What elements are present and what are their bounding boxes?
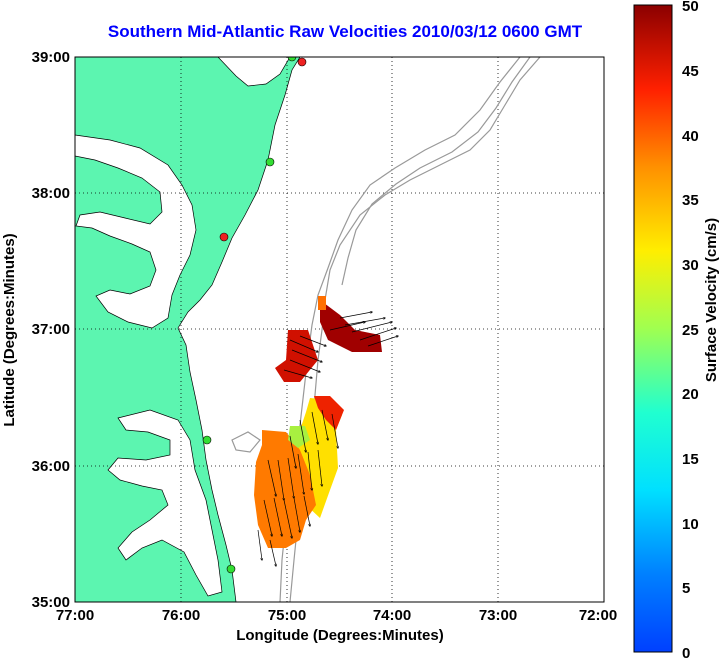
colorbar: [633, 4, 673, 653]
station-marker: [219, 232, 229, 242]
station-marker: [265, 157, 275, 167]
colorbar-tick: 0: [682, 645, 690, 659]
velocity-patches: [254, 296, 382, 548]
delaware-bay: [217, 57, 291, 87]
latitude-ticks: 39:00 38:00 37:00 36:00 35:00: [32, 49, 70, 611]
station-marker: [202, 435, 212, 445]
longitude-ticks: 77:00 76:00 75:00 74:00 73:00 72:00: [56, 607, 617, 624]
colorbar-label: Surface Velocity (cm/s): [703, 218, 720, 382]
lon-tick: 76:00: [162, 607, 200, 624]
map-title: Southern Mid-Atlantic Raw Velocities 201…: [107, 22, 583, 41]
colorbar-tick: 30: [682, 257, 699, 274]
lat-tick: 35:00: [32, 594, 70, 611]
colorbar-tick: 5: [682, 580, 690, 597]
colorbar-tick: 15: [682, 451, 699, 468]
lon-tick: 74:00: [373, 607, 411, 624]
colorbar-tick: 40: [682, 128, 699, 145]
colorbar-tick: 50: [682, 0, 699, 15]
colorbar-ticks: 50 45 40 35 30 25 20 15 10 5 0: [682, 0, 699, 659]
lat-tick: 37:00: [32, 321, 70, 338]
x-axis-label: Longitude (Degrees:Minutes): [236, 627, 444, 644]
pamlico-sound: [107, 409, 223, 597]
radar-stations: [202, 57, 307, 574]
colorbar-tick: 35: [682, 192, 699, 209]
station-marker: [287, 57, 297, 62]
lon-tick: 72:00: [579, 607, 617, 624]
lon-tick: 75:00: [268, 607, 306, 624]
plot-frame: [74, 56, 605, 603]
station-marker: [226, 564, 236, 574]
chesapeake-bay: [75, 134, 197, 329]
colorbar-tick: 20: [682, 386, 699, 403]
velocity-vectors: [257, 312, 398, 566]
lon-tick: 77:00: [56, 607, 94, 624]
y-axis-label: Latitude (Degrees:Minutes): [1, 233, 18, 426]
lat-tick: 39:00: [32, 49, 70, 66]
lat-tick: 38:00: [32, 185, 70, 202]
colorbar-tick: 45: [682, 63, 699, 80]
lon-tick: 73:00: [479, 607, 517, 624]
colorbar-tick: 10: [682, 516, 699, 533]
station-marker: [297, 57, 307, 67]
colorbar-tick: 25: [682, 322, 699, 339]
lat-tick: 36:00: [32, 458, 70, 475]
